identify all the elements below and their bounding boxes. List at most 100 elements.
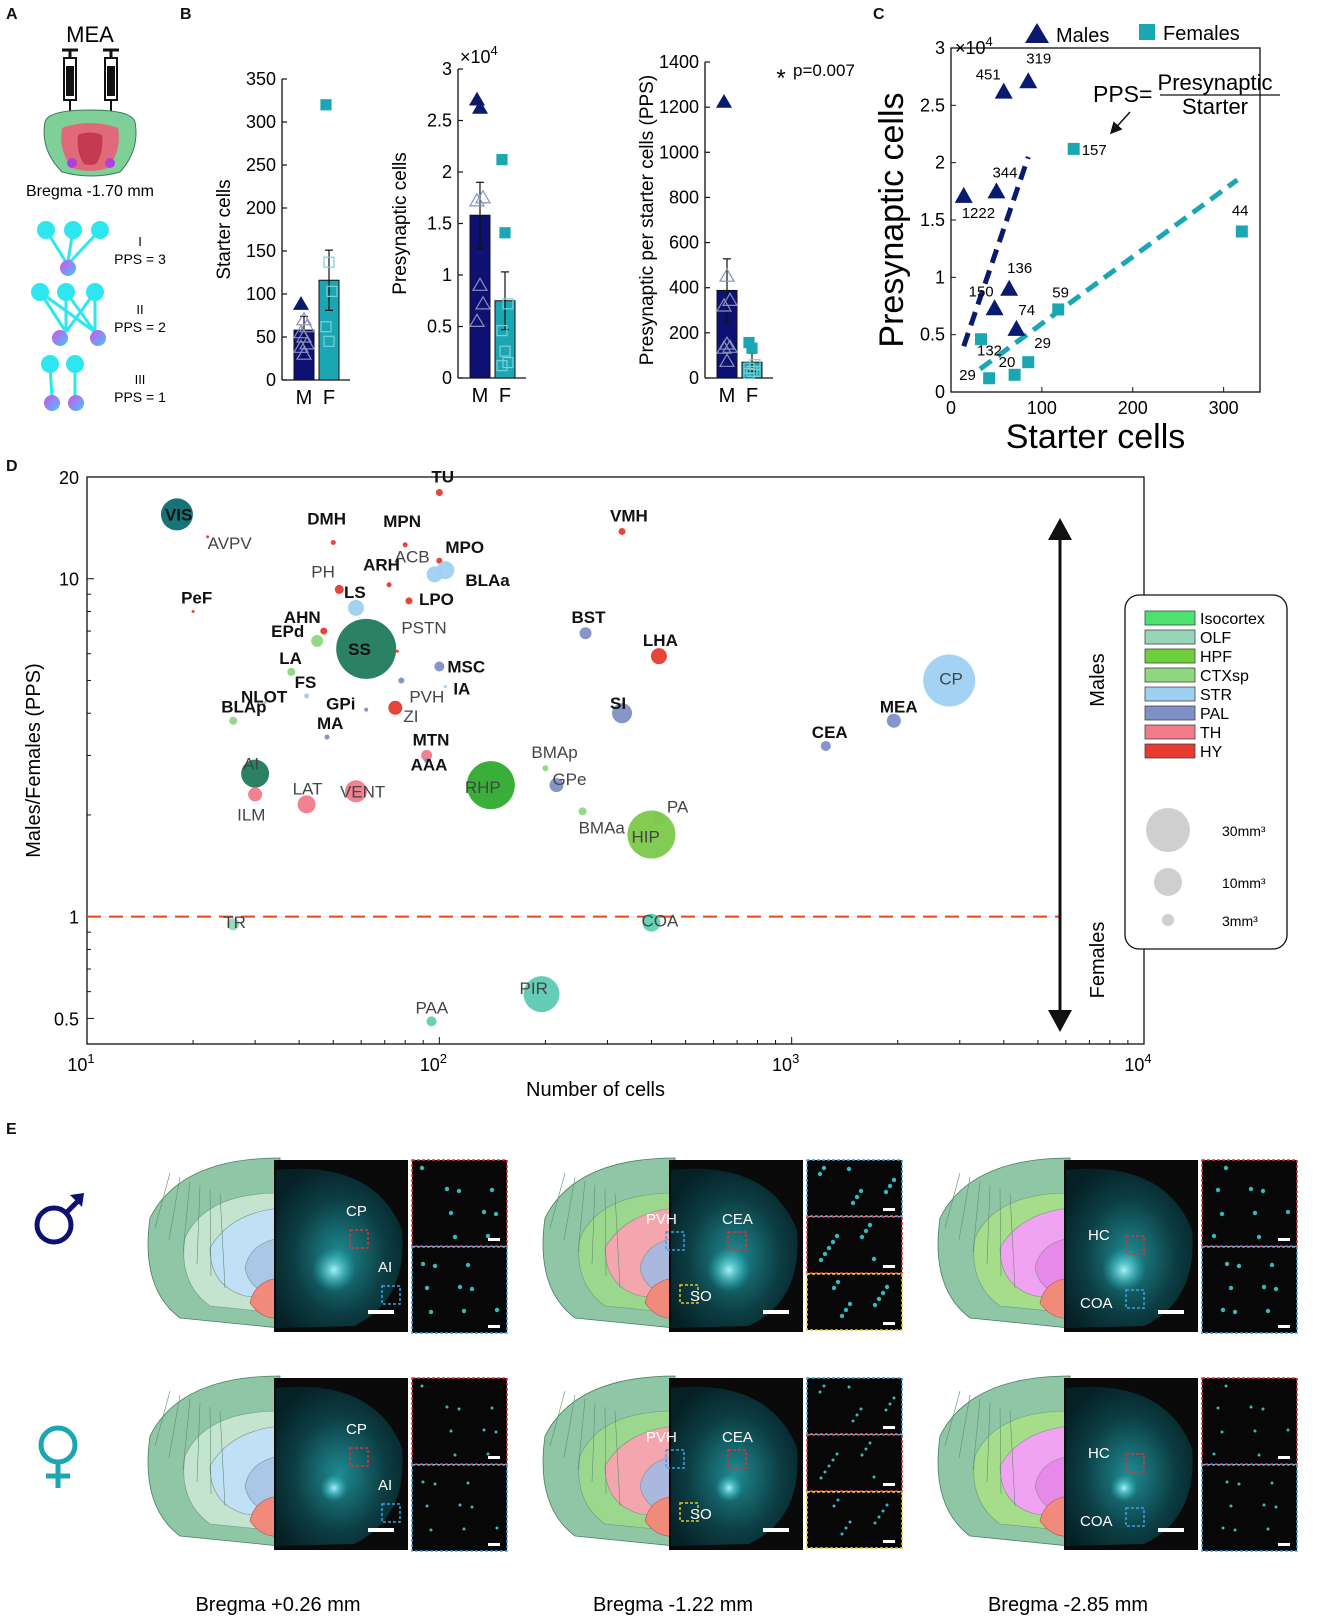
inset-signal [818, 1257, 824, 1263]
bubble-label: VENT [340, 782, 385, 801]
legend-group-label: CTXsp [1200, 668, 1249, 685]
brain-section-icon [43, 109, 137, 177]
atlas-boundary [168, 1394, 181, 1459]
bubble-cp [923, 654, 976, 707]
inset-signal [876, 1296, 882, 1302]
bubble-cea [820, 740, 831, 751]
inset-signal [892, 1396, 896, 1400]
male-symbol-icon [34, 1193, 84, 1245]
male-point-triangle [474, 189, 492, 204]
scale-label: ×104 [460, 43, 498, 67]
legend-swatch [1144, 743, 1196, 759]
bubble-label: EPd [271, 622, 304, 641]
inset-signal [847, 1301, 853, 1307]
inset-signal [1220, 1430, 1224, 1434]
x-tick-base: 10 [1124, 1055, 1144, 1075]
bubble-label: ACB [395, 547, 430, 566]
significance-star: * [776, 65, 785, 92]
female-point-label: 132 [977, 342, 1002, 359]
chart-c-scatter: 0 100 200 300 0 0.5 1 1.5 2 2.5 3 ×104 Starter cells… [873, 23, 1280, 456]
inset-signal [830, 1239, 836, 1245]
inset-signal [884, 1408, 888, 1412]
legend-size-circle [1154, 868, 1182, 896]
inset-signal [873, 1521, 877, 1525]
inset-signal [887, 1183, 893, 1189]
atlas-boundary [999, 1188, 1002, 1277]
roi-box [1125, 1235, 1145, 1255]
atlas-boundary [604, 1188, 607, 1277]
atlas-section [542, 1375, 676, 1547]
male-point-triangle [994, 82, 1013, 99]
bubble-label: MEA [880, 698, 918, 717]
y-tick-label: 10 [59, 570, 79, 590]
scheme-ii-roman: II [136, 302, 143, 317]
inset-signal [851, 1419, 855, 1423]
inset-signal [863, 1228, 869, 1234]
male-point-triangle [721, 292, 739, 306]
atlas-boundary [196, 1402, 201, 1483]
y-tick-label: 200 [246, 198, 276, 218]
fluorescence-brain [671, 1386, 798, 1546]
atlas-boundary [972, 1398, 981, 1471]
bubble-blaa [436, 561, 455, 580]
inset-scale-bar [883, 1322, 895, 1325]
legend-swatch [1144, 629, 1196, 645]
bubble-label: ILM [237, 805, 265, 824]
inset-signal [835, 1279, 841, 1285]
y-tick-label: 150 [246, 241, 276, 261]
bubble-label: MPN [383, 512, 421, 531]
inset-signal [891, 1177, 897, 1183]
inset-signal [1233, 1528, 1237, 1532]
atlas-boundary [219, 1192, 226, 1289]
inset-signal [843, 1307, 849, 1313]
atlas-boundary [944, 1172, 961, 1229]
atlas-boundary [1009, 1192, 1016, 1289]
inset-signal [839, 1313, 845, 1319]
fluorescence-brain [671, 1168, 798, 1328]
bubble-label: PH [311, 562, 335, 581]
scale-bar [1158, 1528, 1184, 1532]
male-point-triangle [715, 297, 733, 312]
male-point-label: 344 [992, 164, 1017, 181]
bregma-label: Bregma -1.22 mm [593, 1594, 753, 1616]
atlas-boundary [604, 1406, 607, 1495]
x-category-label: M [296, 387, 313, 409]
inset-image [1201, 1246, 1298, 1334]
inset-signal [844, 1526, 848, 1530]
bubble-label: GPe [552, 770, 586, 789]
inset-signal [1262, 1503, 1266, 1507]
bubble-nlot [263, 701, 267, 705]
inset-signal [822, 1251, 828, 1257]
y-tick-label: 3 [935, 38, 945, 58]
bubble-ahn [320, 627, 328, 635]
inset-signal [819, 1476, 823, 1480]
inset-image [806, 1273, 903, 1331]
inset-scale-bar [883, 1483, 895, 1486]
roi-label: CP [346, 1421, 367, 1438]
y-tick-label: 1.5 [427, 214, 452, 234]
roi-box [727, 1231, 747, 1251]
inset-signal [821, 1165, 827, 1171]
fluorescence-signal [312, 1248, 356, 1292]
bubble-label: ARH [363, 556, 400, 575]
female-point-square [320, 321, 332, 333]
x-tick-exp: 2 [440, 1051, 447, 1066]
inset-signal [490, 1406, 494, 1410]
bubble-label: HIP [631, 828, 659, 847]
female-point-square [974, 333, 987, 346]
female-point-square [496, 325, 508, 337]
bubble-ph [334, 584, 344, 594]
inset-signal [835, 1452, 839, 1456]
inset-image [806, 1377, 903, 1435]
roi-label: PVH [646, 1211, 677, 1228]
legend-group-label: TH [1200, 725, 1221, 742]
bregma-label-a: Bregma -1.70 mm [26, 183, 154, 200]
roi-label: AI [378, 1477, 392, 1494]
legend-size-circle [1146, 808, 1190, 852]
fluorescence-signal [707, 1248, 751, 1292]
bubble-label: TU [431, 467, 454, 486]
bubble-fs [304, 693, 310, 699]
scheme-ii-pps: PPS = 2 [114, 319, 166, 335]
atlas-region [249, 1495, 281, 1537]
male-point-triangle [468, 313, 486, 327]
